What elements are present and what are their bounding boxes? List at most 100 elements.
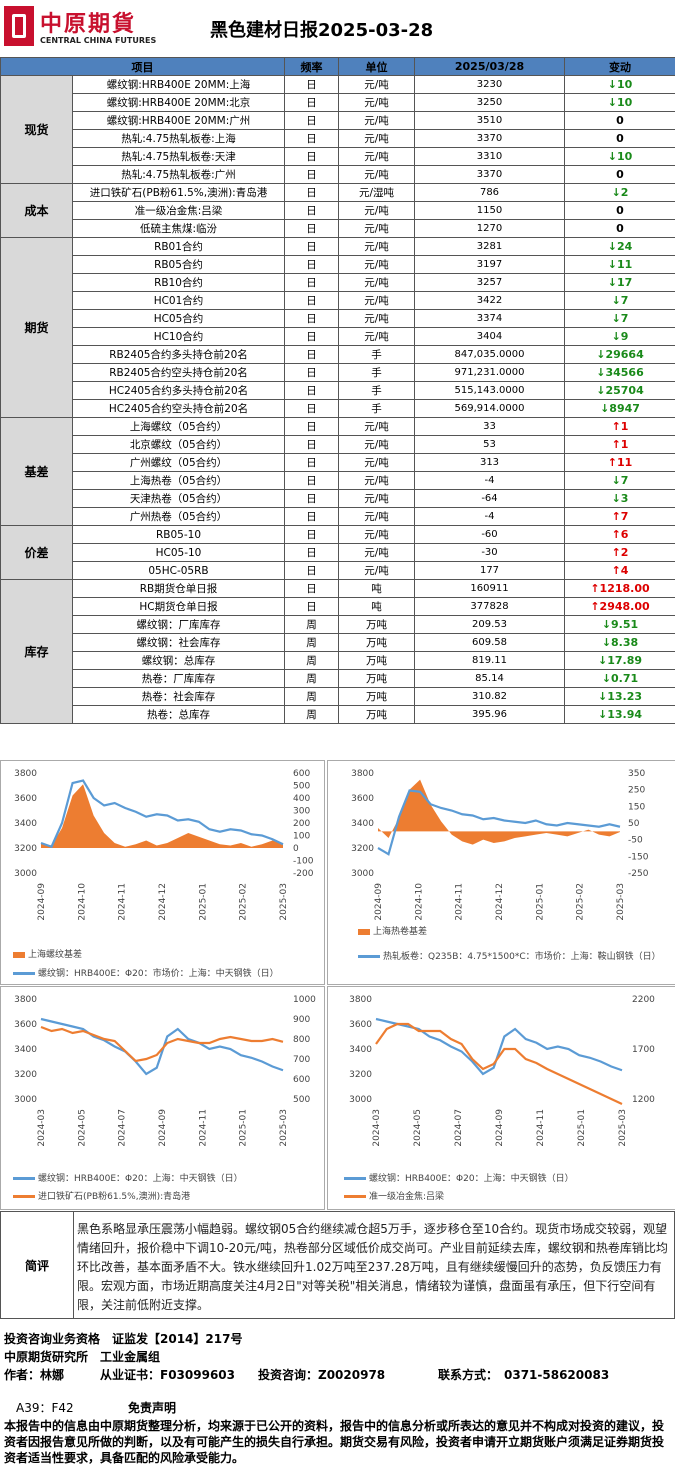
row-value: 786 <box>415 184 565 202</box>
row-unit: 元/吨 <box>339 544 415 562</box>
change-value: 17.89 <box>607 654 642 667</box>
row-unit: 万吨 <box>339 670 415 688</box>
y-tick-right: 500 <box>293 1095 310 1105</box>
change-value: 7 <box>621 510 629 523</box>
row-value: 313 <box>415 454 565 472</box>
section-label: 库存 <box>1 580 73 724</box>
y-tick-left: 3400 <box>14 1045 37 1055</box>
arrow-down-icon: ↓ <box>608 276 617 289</box>
row-item: RB05-10 <box>73 526 285 544</box>
y-tick-right: -200 <box>293 869 314 879</box>
row-freq: 日 <box>285 148 339 166</box>
row-change: 0 <box>565 112 675 130</box>
change-value: 3 <box>621 492 629 505</box>
row-change: ↓34566 <box>565 364 675 382</box>
y-tick-left: 3800 <box>349 995 372 1005</box>
row-change: ↓3 <box>565 490 675 508</box>
row-change: ↓9 <box>565 328 675 346</box>
price-line-series <box>41 1019 283 1074</box>
y-tick-left: 3400 <box>349 1045 372 1055</box>
row-freq: 日 <box>285 130 339 148</box>
row-unit: 元/吨 <box>339 202 415 220</box>
row-value: -64 <box>415 490 565 508</box>
disclaimer-text: 本报告中的信息由中原期货整理分析，均来源于已公开的资料，报告中的信息分析或所表达… <box>4 1418 672 1466</box>
row-freq: 日 <box>285 256 339 274</box>
row-unit: 元/吨 <box>339 130 415 148</box>
change-value: 0 <box>616 222 624 235</box>
row-unit: 元/吨 <box>339 562 415 580</box>
change-value: 25704 <box>605 384 643 397</box>
x-tick: 2025-03 <box>616 883 626 921</box>
row-change: ↓29664 <box>565 346 675 364</box>
row-item: HC05合约 <box>73 310 285 328</box>
row-freq: 日 <box>285 310 339 328</box>
row-value: 3404 <box>415 328 565 346</box>
row-change: 0 <box>565 202 675 220</box>
y-tick-right: -50 <box>628 836 643 846</box>
row-value: 3374 <box>415 310 565 328</box>
y-tick-left: 3200 <box>351 844 374 854</box>
row-value: 3370 <box>415 166 565 184</box>
legend-label: 上海螺纹基差 <box>28 950 82 960</box>
row-freq: 日 <box>285 292 339 310</box>
y-tick-left: 3600 <box>14 1020 37 1030</box>
row-freq: 周 <box>285 616 339 634</box>
row-unit: 元/吨 <box>339 274 415 292</box>
legend-swatch <box>344 1195 366 1198</box>
row-freq: 日 <box>285 490 339 508</box>
row-change: ↑1 <box>565 418 675 436</box>
arrow-down-icon: ↓ <box>598 654 607 667</box>
row-change: ↑2948.00 <box>565 598 675 616</box>
row-value: 3510 <box>415 112 565 130</box>
row-unit: 元/吨 <box>339 238 415 256</box>
change-value: 1 <box>621 438 629 451</box>
legend-label: 螺纹钢：HRB400E：Φ20：上海：中天钢铁（日） <box>38 1174 243 1184</box>
row-item: 螺纹钢:HRB400E 20MM:广州 <box>73 112 285 130</box>
row-unit: 元/吨 <box>339 508 415 526</box>
arrow-up-icon: ↑ <box>608 456 617 469</box>
row-item: 螺纹钢：社会库存 <box>73 634 285 652</box>
x-tick: 2024-10 <box>77 883 87 921</box>
row-unit: 元/吨 <box>339 454 415 472</box>
row-change: ↑4 <box>565 562 675 580</box>
row-item: 广州热卷（05合约） <box>73 508 285 526</box>
row-value: 3197 <box>415 256 565 274</box>
row-unit: 元/吨 <box>339 328 415 346</box>
change-value: 2 <box>621 186 629 199</box>
row-change: ↑11 <box>565 454 675 472</box>
row-unit: 手 <box>339 400 415 418</box>
legend-label: 螺纹钢：HRB400E：Φ20：市场价：上海：中天钢铁（日） <box>38 969 279 979</box>
change-value: 11 <box>617 258 632 271</box>
row-value: 847,035.0000 <box>415 346 565 364</box>
row-unit: 元/吨 <box>339 148 415 166</box>
arrow-down-icon: ↓ <box>608 78 617 91</box>
table-header-row: 项目 频率 单位 2025/03/28 变动 <box>1 58 675 76</box>
change-value: 10 <box>617 96 632 109</box>
change-value: 8947 <box>609 402 640 415</box>
y-tick-left: 3000 <box>351 869 374 879</box>
arrow-down-icon: ↓ <box>602 618 611 631</box>
row-value: 3250 <box>415 94 565 112</box>
row-value: 971,231.0000 <box>415 364 565 382</box>
row-freq: 日 <box>285 544 339 562</box>
row-unit: 手 <box>339 346 415 364</box>
change-value: 13.23 <box>607 690 642 703</box>
row-item: 螺纹钢:HRB400E 20MM:北京 <box>73 94 285 112</box>
row-change: 0 <box>565 166 675 184</box>
row-value: 3370 <box>415 130 565 148</box>
row-unit: 吨 <box>339 598 415 616</box>
row-freq: 日 <box>285 202 339 220</box>
row-change: ↓9.51 <box>565 616 675 634</box>
row-item: 热卷：总库存 <box>73 706 285 724</box>
row-freq: 日 <box>285 580 339 598</box>
arrow-down-icon: ↓ <box>608 258 617 271</box>
